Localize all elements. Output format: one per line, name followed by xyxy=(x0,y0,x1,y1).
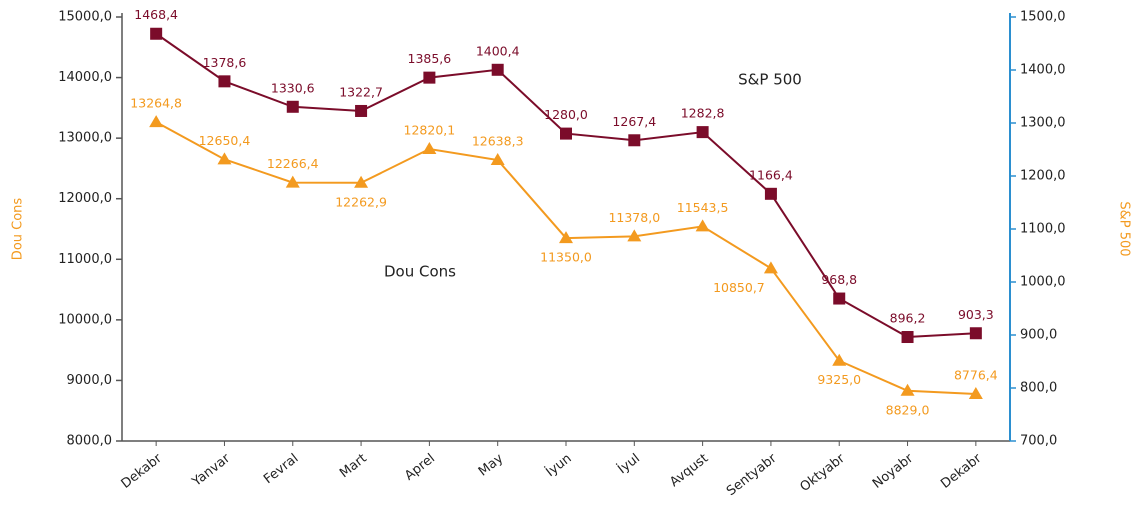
data-label: 9325,0 xyxy=(817,372,861,387)
marker xyxy=(218,75,231,88)
y2-tick-label: 1500,0 xyxy=(1020,10,1066,25)
marker xyxy=(900,383,915,396)
y-tick-label: 13000,0 xyxy=(58,131,112,146)
marker xyxy=(969,327,982,340)
data-label: 8776,4 xyxy=(954,367,998,382)
data-label: 12638,3 xyxy=(472,134,524,149)
marker xyxy=(833,292,846,305)
x-tick-label: Oktyabr xyxy=(798,451,849,495)
series-label: Dou Cons xyxy=(384,263,456,281)
marker xyxy=(628,134,641,147)
y2-tick-label: 1200,0 xyxy=(1020,169,1066,184)
y-tick-label: 8000,0 xyxy=(67,434,113,449)
y2-tick-label: 700,0 xyxy=(1020,434,1057,449)
marker xyxy=(627,229,642,242)
data-label: 1385,6 xyxy=(408,51,452,66)
y-tick-label: 11000,0 xyxy=(58,252,112,267)
y2-tick-label: 1100,0 xyxy=(1020,222,1066,237)
marker xyxy=(832,353,847,366)
data-label: 896,2 xyxy=(890,311,926,326)
marker xyxy=(286,100,299,113)
marker xyxy=(355,104,368,117)
y2-tick-label: 1400,0 xyxy=(1020,63,1066,78)
marker xyxy=(422,142,437,155)
data-label: 968,8 xyxy=(821,272,857,287)
y-tick-label: 10000,0 xyxy=(58,312,112,327)
data-label: 13264,8 xyxy=(130,96,182,111)
x-tick-label: Noyabr xyxy=(870,451,917,492)
series-line xyxy=(155,32,976,339)
x-tick-label: Avqust xyxy=(667,451,711,490)
y-axis-label: Dou Cons xyxy=(11,198,26,261)
x-tick-label: İyun xyxy=(543,450,575,480)
marker xyxy=(764,187,777,200)
data-label: 11350,0 xyxy=(540,250,592,265)
x-tick-label: May xyxy=(476,451,507,480)
y2-tick-label: 1000,0 xyxy=(1020,275,1066,290)
x-tick-label: Yanvar xyxy=(189,451,234,491)
marker xyxy=(559,231,573,244)
marker xyxy=(149,115,164,128)
series-label: S&P 500 xyxy=(738,71,802,89)
marker xyxy=(217,152,232,165)
marker xyxy=(560,127,572,140)
data-label: 10850,7 xyxy=(713,280,765,295)
marker xyxy=(901,331,914,344)
data-label: 1400,4 xyxy=(476,43,520,58)
x-tick-label: İyul xyxy=(615,450,643,477)
x-tick-label: Fevral xyxy=(261,451,301,487)
data-label: 12262,9 xyxy=(335,194,387,209)
x-tick-label: Dekabr xyxy=(119,451,166,492)
marker xyxy=(695,219,710,232)
data-label: 903,3 xyxy=(958,307,994,322)
data-label: 12820,1 xyxy=(404,123,456,138)
x-tick-label: Mart xyxy=(337,451,370,481)
x-tick-label: Sentyabr xyxy=(724,451,780,499)
y2-tick-label: 900,0 xyxy=(1020,328,1057,343)
x-tick-label: Dekabr xyxy=(938,451,985,492)
y-tick-label: 15000,0 xyxy=(58,10,112,25)
data-label: 1282,8 xyxy=(681,106,725,121)
y2-tick-label: 1300,0 xyxy=(1020,116,1066,131)
data-label: 1166,4 xyxy=(749,167,793,182)
data-label: 1378,6 xyxy=(203,55,247,70)
data-label: 12266,4 xyxy=(267,156,319,171)
marker xyxy=(696,126,709,139)
y2-tick-label: 800,0 xyxy=(1020,381,1057,396)
marker xyxy=(763,261,778,274)
marker xyxy=(490,153,505,166)
data-label: 1267,4 xyxy=(612,114,656,129)
data-label: 11378,0 xyxy=(608,210,660,225)
marker xyxy=(968,386,983,399)
y2-axis-label: S&P 500 xyxy=(1117,201,1132,256)
marker xyxy=(491,63,504,76)
marker xyxy=(354,175,369,188)
data-label: 1280,0 xyxy=(544,107,588,122)
data-label: 11543,5 xyxy=(677,200,729,215)
data-label: 1322,7 xyxy=(339,84,383,99)
data-label: 12650,4 xyxy=(199,133,251,148)
x-tick-label: Aprel xyxy=(402,451,438,484)
marker xyxy=(423,71,436,84)
data-label: 1468,4 xyxy=(134,7,178,22)
data-label: 8829,0 xyxy=(886,402,930,417)
y-tick-label: 9000,0 xyxy=(67,373,113,388)
data-label: 1330,6 xyxy=(271,80,315,95)
marker xyxy=(150,27,163,40)
y-tick-label: 14000,0 xyxy=(58,70,112,85)
marker xyxy=(285,175,300,188)
y-tick-label: 12000,0 xyxy=(58,191,112,206)
